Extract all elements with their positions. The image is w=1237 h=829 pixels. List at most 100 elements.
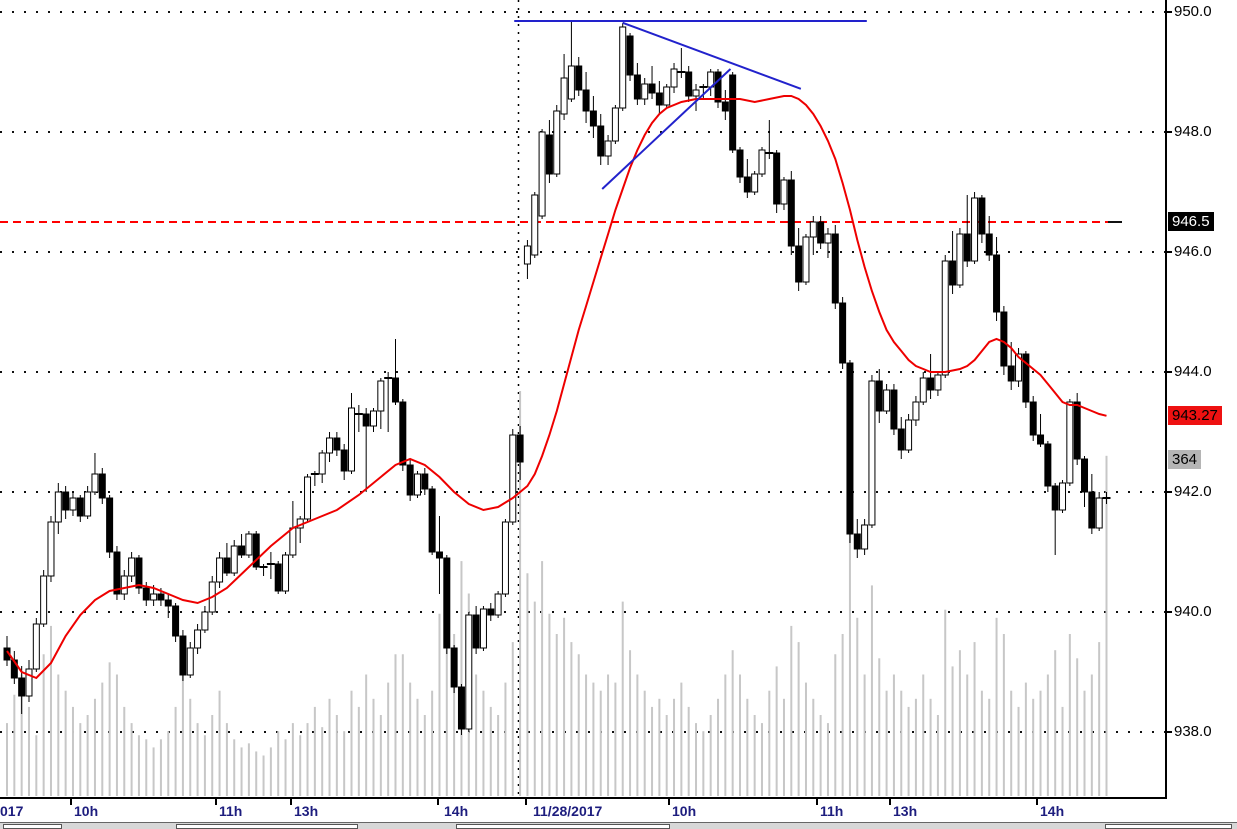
candle-down [223,557,231,574]
strip-segment [456,824,670,829]
volume-bar [658,698,661,796]
moving-average-line[interactable] [6,95,1107,680]
candle-down [1029,401,1037,436]
descending-trendline[interactable] [622,21,802,90]
candle-down [846,362,854,535]
volume-bar [42,654,45,796]
candle-up [956,233,964,286]
volume-bar [277,731,280,796]
volume-bar [966,674,969,796]
price-axis[interactable]: 950.0 948.0 946.0 944.0 942.0 940.0 938.0 946.5… [1167,0,1237,797]
candle-up [663,86,671,106]
volume-bar [1061,706,1064,796]
volume-bar [35,735,38,796]
candlestick-chart[interactable] [0,0,1166,797]
price-axis-tick [1167,491,1172,493]
volume-bar [995,617,998,796]
volume-bar [936,715,939,796]
candle-up [670,68,678,88]
candle-down [795,245,803,283]
candle-up [479,608,487,649]
volume-bar [328,698,331,796]
volume-bar [247,743,250,796]
volume-bar [541,561,544,796]
time-axis-label: 13h [893,803,918,819]
candle-up [868,380,876,526]
candle-up [619,26,627,109]
volume-bar [621,601,624,796]
volume-bar [6,723,8,796]
volume-bar [174,706,177,796]
volume-bar [563,617,566,796]
candle-down [721,101,729,112]
price-axis-tick [1167,131,1172,133]
candle-down [340,449,348,472]
candle-up [780,179,788,205]
candle-down [729,74,737,151]
volume-bar [240,747,243,796]
volume-bar [504,682,507,796]
candle-up [54,491,62,523]
candle-up [230,545,238,574]
volume-bar [1076,658,1079,796]
volume-bar [1054,650,1057,796]
candle-down [157,593,165,601]
candle-up [128,557,136,577]
volume-bar [137,735,140,796]
volume-bar [130,723,133,796]
volume-bar [951,666,954,796]
candle-up [971,197,979,262]
volume-bar [64,690,67,796]
time-axis-tick [889,799,891,805]
price-axis-label: 940.0 [1174,603,1212,620]
volume-bar [475,674,478,796]
candle-up [69,497,77,511]
candle-down [985,233,993,256]
candle-down [993,254,1001,313]
time-axis-tick [70,799,72,805]
candle-up [611,107,619,142]
candle-down [685,71,693,97]
candle-down [575,65,583,91]
volume-bar [181,674,184,796]
candle-down [1044,443,1052,487]
candle-down [135,557,143,589]
candle-up [318,452,326,475]
candle-up [304,476,312,520]
price-chart-plot[interactable] [0,0,1166,797]
candle-down [1081,458,1089,493]
candle-down [443,557,451,649]
time-axis[interactable]: 017 10h 11h 13h 14h 11/28/2017 10h 11h 13h 14h [0,797,1166,822]
candle-down [787,179,795,247]
candle-down [648,83,656,94]
time-axis-label: 13h [294,803,319,819]
candle-down [773,152,781,205]
volume-bar [526,573,529,796]
candle-up [282,554,290,592]
candle-down [714,71,722,103]
candle-down [1007,365,1015,382]
volume-bar [585,674,588,796]
volume-bar [1046,674,1049,796]
candle-up [1066,401,1074,484]
ascending-trendline[interactable] [601,68,732,190]
candle-up [861,524,869,550]
volume-bar [445,585,448,796]
volume-bar [299,735,302,796]
volume-bar [20,674,23,796]
time-axis-tick [668,799,670,805]
volume-bar [856,617,859,796]
volume-bar [651,706,654,796]
volume-bar [724,674,727,796]
candle-up [1015,353,1023,382]
volume-bar [1039,690,1042,796]
candle-down [582,89,590,112]
volume-bar [812,698,815,796]
volume-bar [152,747,155,796]
volume-bar [775,666,778,796]
price-axis-tick [1167,371,1172,373]
volume-bar [365,674,368,796]
volume-bar [988,698,991,796]
volume-bar [629,650,632,796]
volume-bar [1098,642,1101,796]
